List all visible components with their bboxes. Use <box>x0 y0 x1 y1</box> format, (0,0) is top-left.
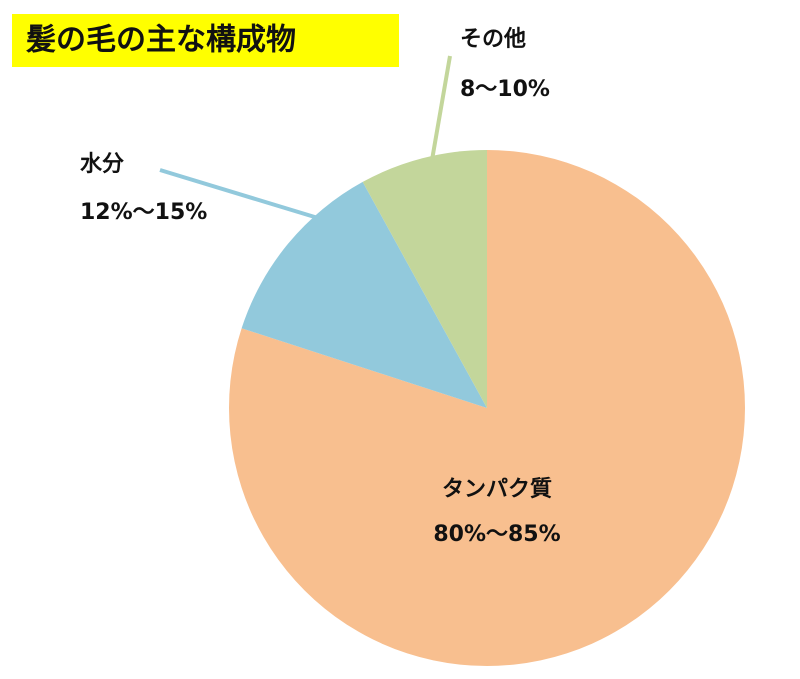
value-label: 80%〜85% <box>433 522 560 547</box>
pie <box>229 150 745 667</box>
slice-label: その他 <box>460 27 526 52</box>
pie-slice <box>362 150 487 408</box>
pie-slice <box>241 181 487 408</box>
leader-line <box>430 55 452 161</box>
title-box <box>12 14 399 67</box>
leader-line <box>159 168 319 220</box>
value-label: 12%〜15% <box>80 200 207 225</box>
value-label: 8〜10% <box>460 77 550 102</box>
slice-label: 水分 <box>80 152 124 177</box>
pie-slice <box>229 150 745 667</box>
slice-label: タンパク質 <box>442 477 552 502</box>
chart-title: 髪の毛の主な構成物 <box>25 23 296 58</box>
